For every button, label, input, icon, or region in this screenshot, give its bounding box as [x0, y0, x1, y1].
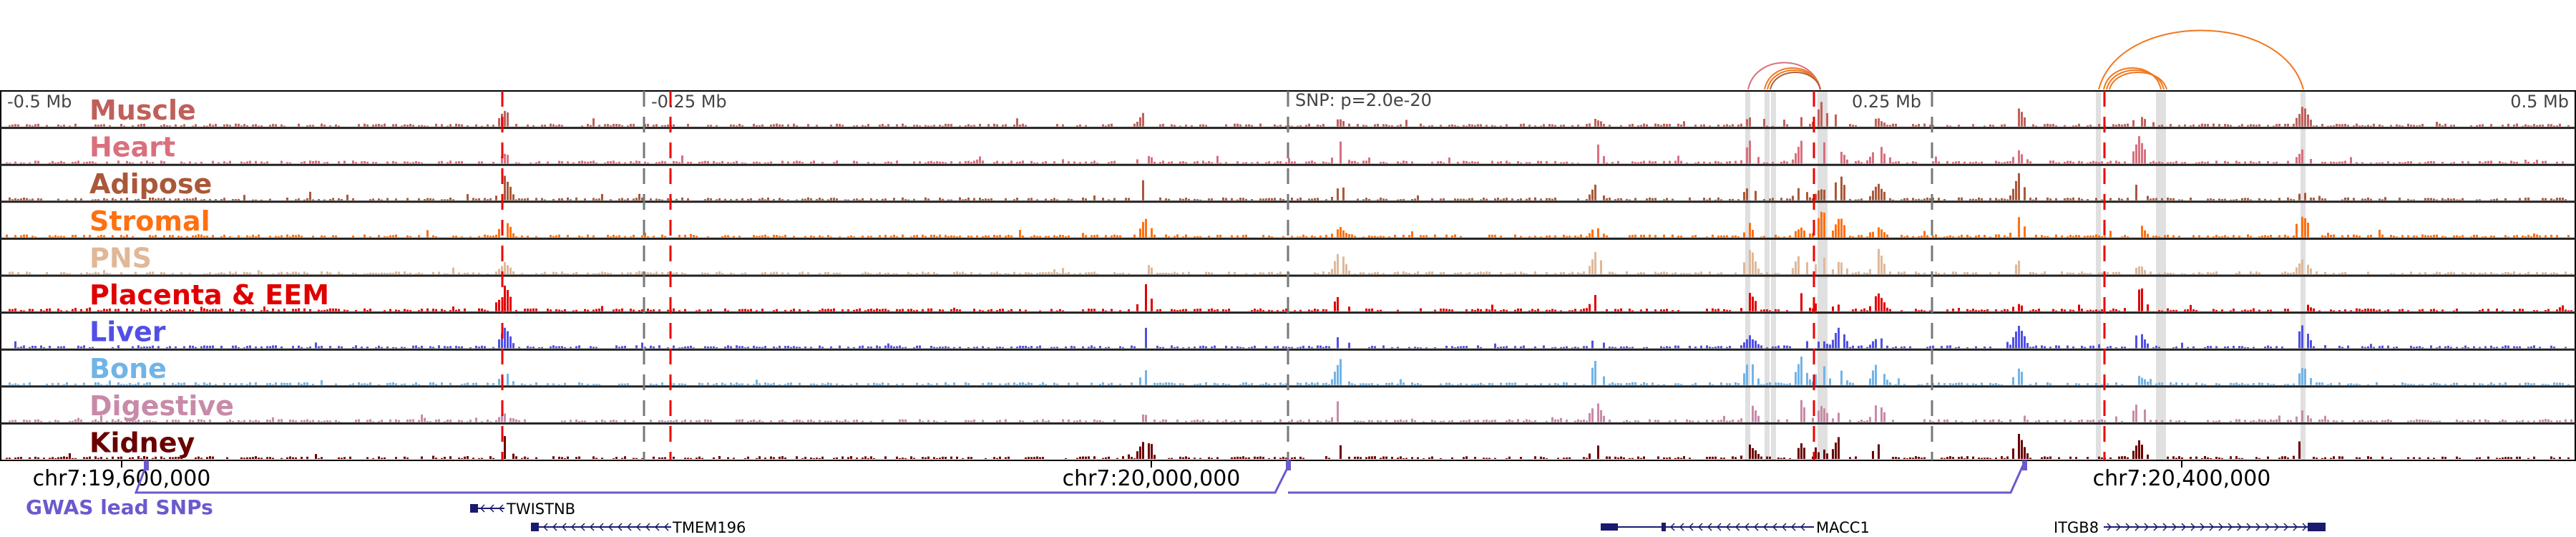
scale-label-right-mid: 0.25 Mb: [1852, 92, 1921, 112]
track-label-pns: PNS: [89, 242, 152, 274]
interaction-arc[interactable]: [2106, 69, 2165, 90]
scale-label-right: 0.5 Mb: [2510, 92, 2569, 112]
gwas-track-label: GWAS lead SNPs: [26, 495, 213, 519]
signal-bars: [6, 136, 2564, 164]
interaction-arc[interactable]: [1770, 72, 1821, 90]
gene-twistnb[interactable]: TWISTNB: [470, 500, 575, 518]
gene-label: MACC1: [1816, 519, 1870, 536]
gwas-track: GWAS lead SNPs: [26, 460, 2027, 519]
track-label-stromal: Stromal: [89, 205, 210, 237]
gene-label: ITGB8: [2054, 519, 2099, 536]
strand-arrows-icon: [479, 504, 504, 513]
signal-tracks: [6, 102, 2572, 459]
signal-bars: [9, 400, 2572, 422]
snp-pvalue-label: SNP: p=2.0e-20: [1295, 90, 1432, 110]
marker-lines: [501, 91, 2106, 460]
signal-track-8: [9, 400, 2572, 422]
interaction-arc[interactable]: [2098, 29, 2304, 90]
track-label-liver: Liver: [89, 316, 166, 348]
track-label-bone: Bone: [89, 353, 167, 384]
gene-itgb8[interactable]: ITGB8: [2054, 519, 2326, 536]
track-label-placenta-eem: Placenta & EEM: [89, 279, 329, 311]
scale-label-left: -0.5 Mb: [7, 92, 72, 112]
coord-label-2: chr7:20,000,000: [1063, 466, 1241, 491]
signal-track-6: [14, 325, 2567, 349]
strand-arrows-icon: [2107, 523, 2308, 531]
gwas-link-line: [1288, 463, 2025, 494]
track-label-heart: Heart: [89, 132, 175, 163]
signal-track-5: [9, 284, 2572, 311]
scale-label-left-mid: -0.25 Mb: [651, 92, 727, 112]
strand-arrows-icon: [1669, 523, 1805, 531]
interaction-arc[interactable]: [2109, 72, 2167, 90]
gene-label: TMEM196: [672, 519, 746, 536]
gene-macc1[interactable]: MACC1: [1601, 519, 1870, 536]
gwas-link-line: [134, 463, 1288, 494]
gwas-snp-marker[interactable]: [144, 460, 149, 470]
gene-track: TWISTNB TMEM196 MACC1 ITGB8: [470, 500, 2326, 536]
interaction-arc[interactable]: [2103, 67, 2162, 90]
track-label-muscle: Muscle: [89, 95, 196, 126]
gene-tmem196[interactable]: TMEM196: [531, 519, 746, 536]
interaction-arcs: [1747, 29, 2304, 90]
coord-label-3: chr7:20,400,000: [2093, 466, 2271, 491]
gwas-snp-marker[interactable]: [2022, 460, 2027, 470]
track-label-digestive: Digestive: [89, 390, 234, 422]
strand-arrows-icon: [542, 523, 669, 531]
signal-track-4: [9, 248, 2572, 274]
signal-track-2: [9, 173, 2567, 200]
signal-bars: [9, 284, 2572, 311]
signal-bars: [9, 248, 2572, 274]
track-label-adipose: Adipose: [89, 168, 212, 200]
signal-bars: [14, 325, 2567, 349]
signal-bars: [9, 173, 2567, 200]
track-label-kidney: Kidney: [89, 427, 195, 458]
gwas-snp-marker[interactable]: [1286, 460, 1291, 470]
gene-label: TWISTNB: [506, 500, 575, 518]
signal-track-1: [6, 136, 2564, 164]
coord-label-1: chr7:19,600,000: [33, 466, 211, 491]
